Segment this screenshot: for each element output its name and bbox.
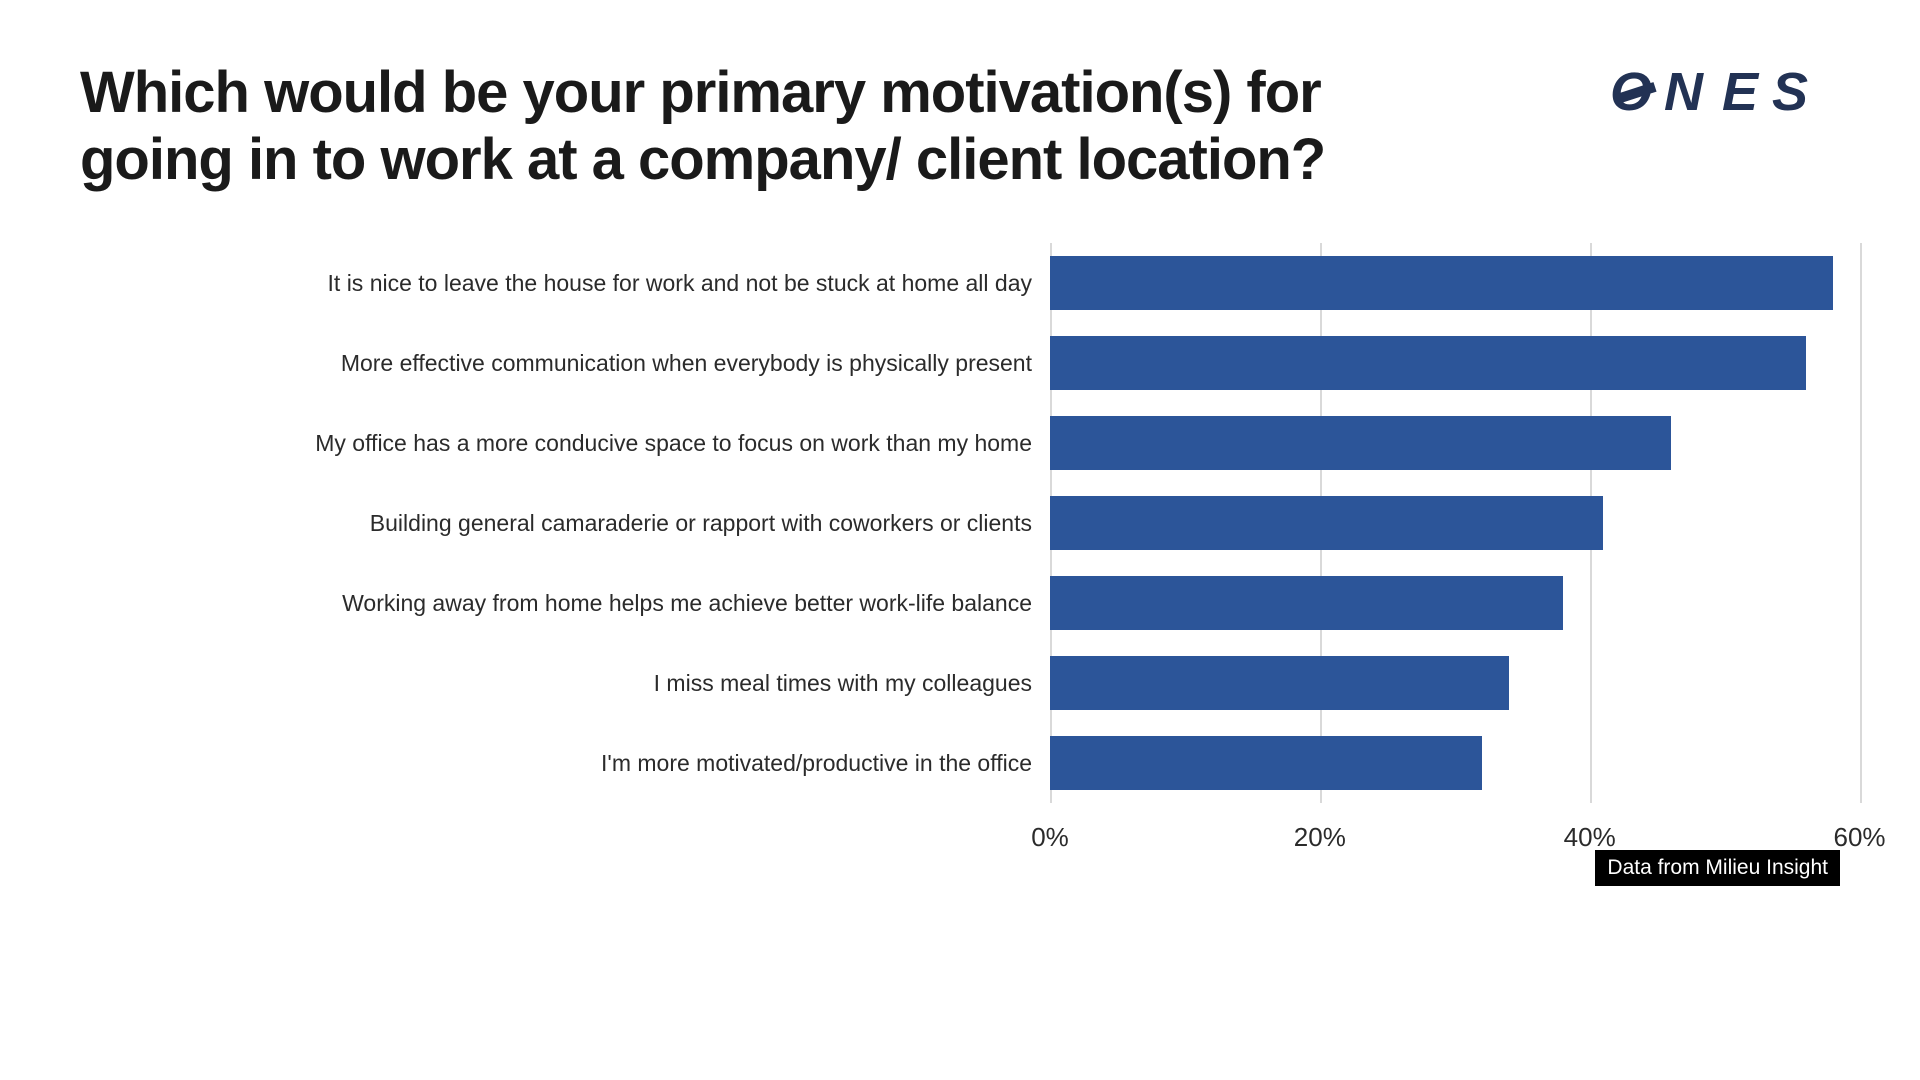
bar xyxy=(1050,576,1563,630)
x-tick-label: 60% xyxy=(1833,822,1885,853)
bar-row: It is nice to leave the house for work a… xyxy=(80,253,1840,313)
bar-row: I miss meal times with my colleagues xyxy=(80,653,1840,713)
bar-label: My office has a more conducive space to … xyxy=(80,430,1050,457)
bars-container: It is nice to leave the house for work a… xyxy=(80,243,1840,803)
bar-track xyxy=(1050,253,1900,313)
bar-chart: It is nice to leave the house for work a… xyxy=(80,243,1840,863)
x-tick-label: 0% xyxy=(1031,822,1069,853)
bar-row: Building general camaraderie or rapport … xyxy=(80,493,1840,553)
bar xyxy=(1050,336,1806,390)
bar-track xyxy=(1050,733,1900,793)
bar xyxy=(1050,256,1833,310)
bar-row: Working away from home helps me achieve … xyxy=(80,573,1840,633)
ones-logo-svg: O N E S xyxy=(1610,66,1840,122)
bar-label: I miss meal times with my colleagues xyxy=(80,670,1050,697)
bar xyxy=(1050,496,1603,550)
bar-row: I'm more motivated/productive in the off… xyxy=(80,733,1840,793)
bar-label: It is nice to leave the house for work a… xyxy=(80,270,1050,297)
ones-logo: O N E S xyxy=(1610,66,1840,122)
bar xyxy=(1050,656,1509,710)
bar-track xyxy=(1050,493,1900,553)
bar xyxy=(1050,736,1482,790)
bar-label: Building general camaraderie or rapport … xyxy=(80,510,1050,537)
bar-label: I'm more motivated/productive in the off… xyxy=(80,750,1050,777)
data-source-badge: Data from Milieu Insight xyxy=(1595,850,1840,886)
bar-label: More effective communication when everyb… xyxy=(80,350,1050,377)
bar-row: My office has a more conducive space to … xyxy=(80,413,1840,473)
bar-track xyxy=(1050,333,1900,393)
x-tick-label: 20% xyxy=(1294,822,1346,853)
header: Which would be your primary motivation(s… xyxy=(80,60,1840,193)
svg-text:N: N xyxy=(1664,66,1704,122)
bar-label: Working away from home helps me achieve … xyxy=(80,590,1050,617)
svg-text:E: E xyxy=(1722,66,1760,122)
bar-row: More effective communication when everyb… xyxy=(80,333,1840,393)
bar xyxy=(1050,416,1671,470)
bar-track xyxy=(1050,653,1900,713)
slide: Which would be your primary motivation(s… xyxy=(0,0,1920,1080)
bar-track xyxy=(1050,573,1900,633)
x-tick-label: 40% xyxy=(1564,822,1616,853)
bar-track xyxy=(1050,413,1900,473)
data-source-text: Data from Milieu Insight xyxy=(1607,856,1828,879)
svg-text:S: S xyxy=(1772,66,1808,122)
chart-title: Which would be your primary motivation(s… xyxy=(80,60,1380,193)
